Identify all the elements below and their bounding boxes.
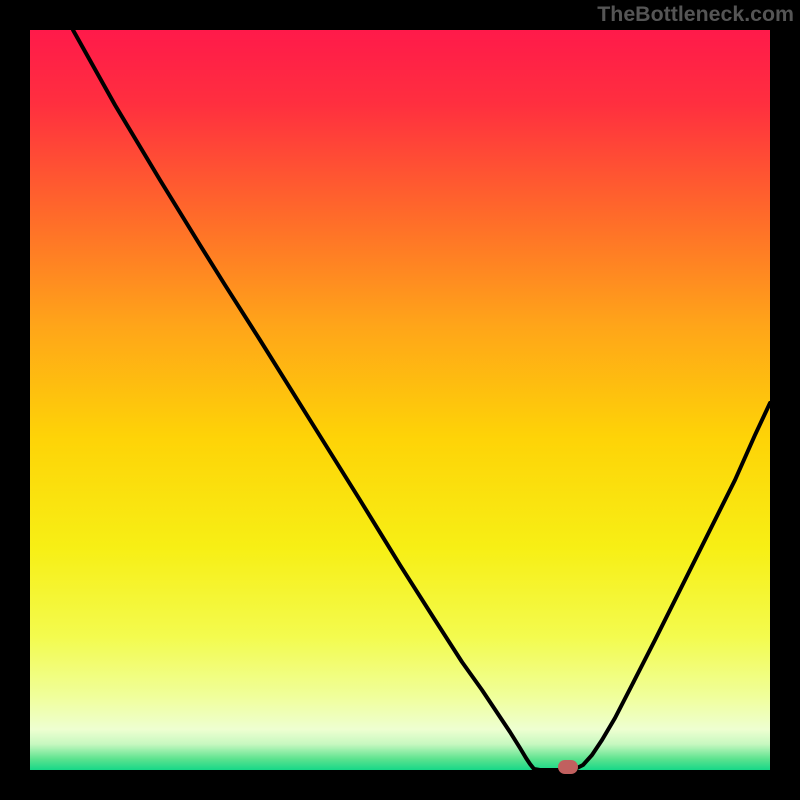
chart-container: TheBottleneck.com xyxy=(0,0,800,800)
optimal-point-marker xyxy=(558,760,578,774)
curve-svg xyxy=(30,30,770,770)
bottleneck-curve xyxy=(73,30,770,770)
watermark-text: TheBottleneck.com xyxy=(597,2,794,27)
plot-area xyxy=(30,30,770,770)
